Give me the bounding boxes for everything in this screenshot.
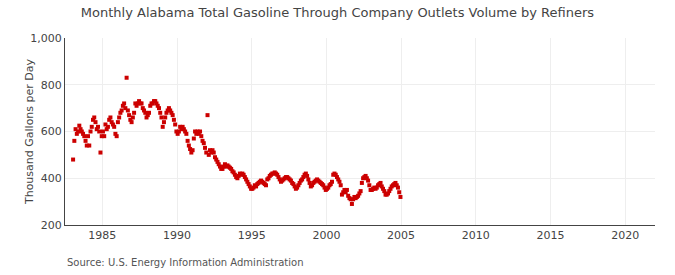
svg-text:2010: 2010	[462, 229, 490, 242]
svg-text:1985: 1985	[88, 229, 116, 242]
svg-text:2015: 2015	[536, 229, 564, 242]
svg-text:1990: 1990	[163, 229, 191, 242]
svg-text:2000: 2000	[312, 229, 340, 242]
svg-text:Thousand Gallons per Day: Thousand Gallons per Day	[23, 58, 36, 205]
svg-text:Monthly Alabama Total Gasoline: Monthly Alabama Total Gasoline Through C…	[81, 5, 594, 20]
svg-text:600: 600	[41, 125, 62, 138]
svg-text:2005: 2005	[387, 229, 415, 242]
svg-text:1,000: 1,000	[30, 32, 62, 45]
svg-text:1995: 1995	[238, 229, 266, 242]
svg-text:200: 200	[41, 219, 62, 232]
svg-text:400: 400	[41, 172, 62, 185]
svg-text:800: 800	[41, 79, 62, 92]
svg-text:Source: U.S. Energy Informatio: Source: U.S. Energy Information Administ…	[67, 257, 304, 268]
svg-text:2020: 2020	[611, 229, 639, 242]
